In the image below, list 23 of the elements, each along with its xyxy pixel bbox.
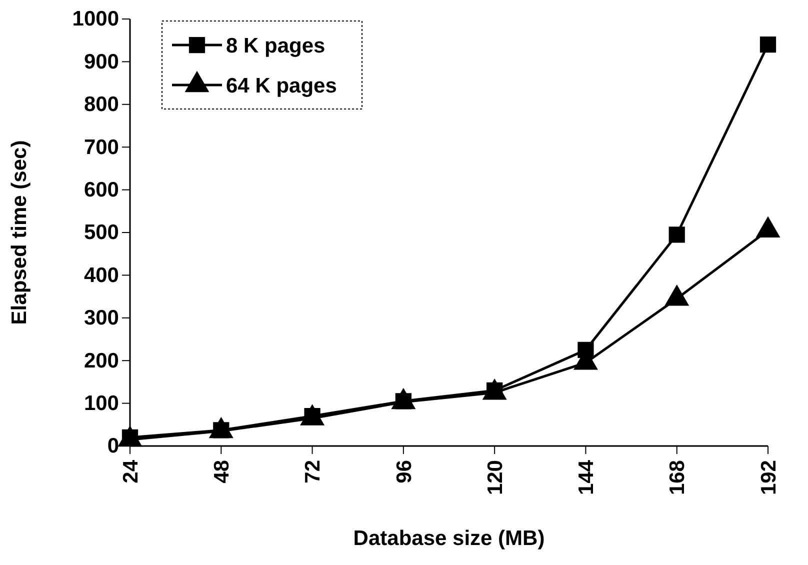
y-tick-label: 900 — [84, 50, 119, 74]
legend-label: 64 K pages — [226, 74, 337, 98]
y-tick-label: 700 — [84, 136, 119, 159]
y-tick-label: 600 — [84, 178, 119, 202]
y-tick-label: 500 — [84, 221, 119, 244]
x-tick-label: 48 — [210, 460, 234, 484]
y-tick-label: 200 — [84, 349, 119, 372]
x-tick-label: 120 — [484, 460, 507, 496]
x-tick-label: 168 — [666, 460, 690, 496]
y-tick-label: 0 — [107, 434, 119, 458]
y-tick-label: 1000 — [72, 8, 119, 31]
y-tick-label: 300 — [84, 306, 119, 330]
x-tick-label: 144 — [575, 460, 598, 496]
y-axis-title: Elapsed time (sec) — [8, 140, 31, 325]
y-tick-label: 800 — [84, 93, 119, 116]
legend-label: 8 K pages — [226, 34, 326, 58]
x-axis-title: Database size (MB) — [353, 527, 545, 550]
x-tick-label: 72 — [302, 460, 325, 484]
y-tick-label: 100 — [84, 392, 119, 416]
x-tick-label: 192 — [757, 460, 780, 496]
x-tick-label: 24 — [119, 460, 142, 484]
y-tick-label: 400 — [84, 264, 119, 287]
x-tick-label: 96 — [392, 460, 416, 484]
